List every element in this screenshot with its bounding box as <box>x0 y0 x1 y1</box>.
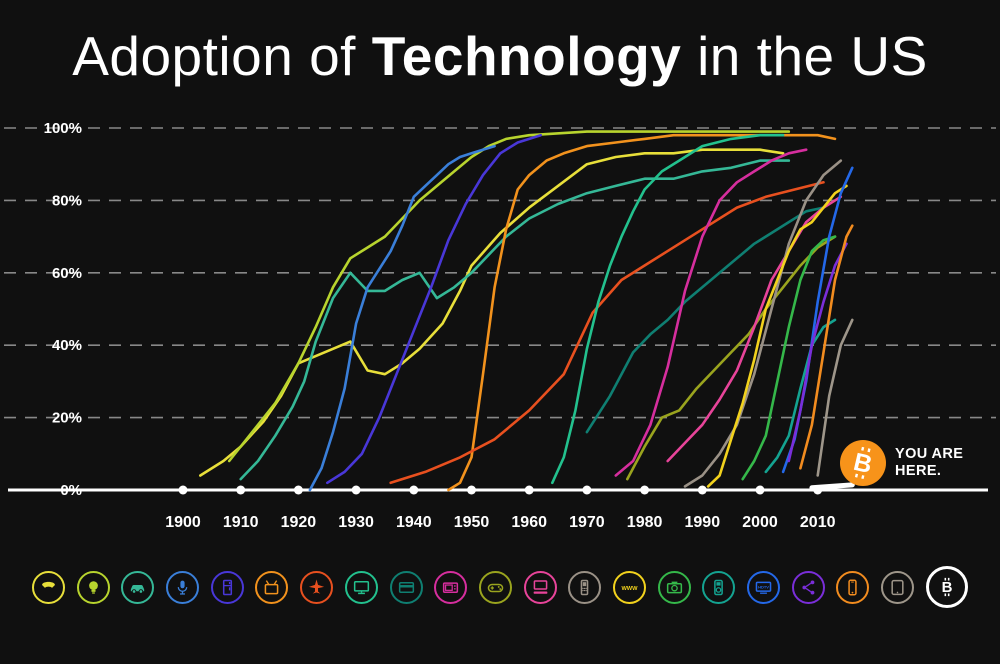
x-axis-label: 1940 <box>396 514 432 531</box>
technology-legend-row: WWW HDTV B <box>32 566 968 608</box>
series-line-social_media <box>787 242 848 463</box>
y-axis-label: 0% <box>60 482 82 499</box>
airplane-icon <box>300 570 334 604</box>
series-line-television <box>447 133 837 492</box>
camera-icon <box>657 570 691 604</box>
series-line-computer <box>666 195 843 463</box>
hdtv-icon: HDTV <box>747 570 780 604</box>
series-line-refrigerator <box>325 133 543 485</box>
monitor-icon <box>344 570 378 604</box>
axis-dot-1970 <box>582 485 592 495</box>
x-axis-label: 2000 <box>742 514 778 531</box>
computer-icon <box>523 570 557 604</box>
gamepad-icon <box>478 570 512 604</box>
title-emphasis: Technology <box>371 25 682 87</box>
bitcoin-badge-circle <box>840 440 886 486</box>
axis-dot-1930 <box>351 485 361 495</box>
title-prefix: Adoption of <box>72 25 372 87</box>
y-axis-label: 20% <box>52 410 82 427</box>
title-suffix: in the US <box>681 25 928 87</box>
callout-line-2: HERE. <box>895 463 942 479</box>
callout-line-1: YOU ARE <box>895 446 964 462</box>
page-title: Adoption of Technology in the US <box>0 24 1000 88</box>
you-are-here-callout: B YOU ARE HERE. <box>840 440 963 486</box>
x-axis-label: 1910 <box>223 514 259 531</box>
axis-dot-1940 <box>409 485 419 495</box>
x-axis-label: 1990 <box>685 514 721 531</box>
microphone-icon <box>166 570 200 604</box>
x-axis-label: 1930 <box>338 514 374 531</box>
credit-card-icon <box>389 570 423 604</box>
axis-dot-1960 <box>524 485 534 495</box>
axis-dot-2010 <box>813 485 823 495</box>
y-axis-label: 100% <box>44 120 82 137</box>
series-line-automobile <box>239 159 791 481</box>
y-axis-label: 40% <box>52 337 82 354</box>
smartphone-icon <box>836 570 870 604</box>
svg-text:B: B <box>851 448 875 479</box>
series-line-radio <box>308 144 496 492</box>
www-icon: WWW <box>612 570 646 604</box>
y-axis-label: 60% <box>52 265 82 282</box>
tv-icon <box>255 570 289 604</box>
series-line-credit_card <box>585 206 825 434</box>
x-axis-label: 1920 <box>281 514 317 531</box>
lightbulb-icon <box>76 570 110 604</box>
series-line-cellphone <box>683 159 843 488</box>
phone-icon <box>32 570 65 604</box>
car-icon <box>121 570 155 604</box>
series-line-mp3_player <box>764 318 837 474</box>
you-are-here-label: YOU ARE HERE. <box>895 446 963 480</box>
series-line-smartphone <box>799 224 854 470</box>
svg-text:HDTV: HDTV <box>758 584 769 589</box>
series-line-internet <box>706 184 848 488</box>
series-line-color_tv <box>550 133 785 485</box>
series-line-air_travel <box>389 181 825 485</box>
y-axis-label: 80% <box>52 192 82 209</box>
bitcoin-icon: B <box>925 566 968 608</box>
x-axis-label: 1900 <box>165 514 201 531</box>
tablet-icon <box>881 570 915 604</box>
x-axis-label: 1960 <box>511 514 547 531</box>
x-axis-label: 1980 <box>627 514 663 531</box>
axis-dot-2000 <box>755 485 765 495</box>
cellphone-icon <box>568 570 602 604</box>
mp3-player-icon <box>702 570 736 604</box>
series-line-microwave <box>614 148 808 477</box>
x-axis-label: 1950 <box>454 514 490 531</box>
axis-dot-1990 <box>697 485 707 495</box>
x-axis-label: 1970 <box>569 514 605 531</box>
axis-dot-1920 <box>293 485 303 495</box>
share-icon <box>791 570 825 604</box>
refrigerator-icon <box>210 570 244 604</box>
series-line-electricity <box>227 130 791 463</box>
series-line-digital_camera <box>741 235 837 481</box>
axis-dot-1900 <box>178 485 188 495</box>
bitcoin-icon: B <box>840 440 886 486</box>
series-line-video_games <box>625 235 837 481</box>
svg-text:WWW: WWW <box>621 585 638 591</box>
svg-text:B: B <box>941 579 952 596</box>
axis-dot-1910 <box>236 485 246 495</box>
series-line-tablet <box>816 318 854 477</box>
microwave-icon <box>434 570 468 604</box>
x-axis-label: 2010 <box>800 514 836 531</box>
axis-dot-1950 <box>467 485 476 495</box>
axis-dot-1980 <box>640 485 650 495</box>
